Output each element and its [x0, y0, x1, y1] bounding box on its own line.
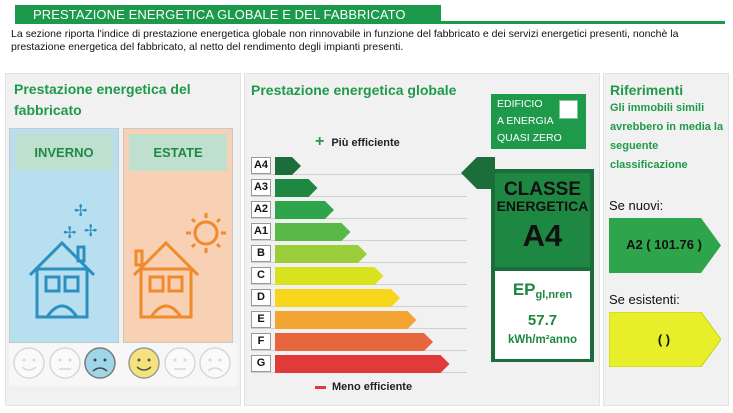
section-header: PRESTAZIONE ENERGETICA GLOBALE E DEL FAB… [15, 5, 441, 24]
nzeb-line3: QUASI ZERO [497, 132, 562, 144]
riferimenti-title: Riferimenti [610, 82, 684, 98]
grade-bar-b [275, 245, 367, 263]
winter-house-icon: ✢ ✢ ✢ [28, 203, 97, 319]
winter-column: INVERNO ✢ ✢ ✢ [9, 128, 119, 343]
summer-happy-face-icon [128, 347, 160, 379]
scale-line [251, 196, 467, 197]
ep-value: 57.7 [527, 312, 558, 329]
grade-label-f: F [251, 333, 271, 350]
ep-unit: kWh/m²anno [508, 334, 577, 346]
grade-label-a3: A3 [251, 179, 271, 196]
summer-neutral-face-icon [164, 347, 196, 379]
grade-bar-e [275, 311, 417, 329]
grade-label-a4: A4 [251, 157, 271, 174]
new-buildings-value: A2 ( 101.76 ) [626, 237, 702, 252]
scale-line [251, 240, 467, 241]
comfort-faces-strip [9, 343, 237, 386]
legend-bottom-label: Meno efficiente [332, 381, 413, 393]
grade-bar-a1 [275, 223, 351, 241]
nzeb-checkbox [559, 100, 578, 119]
winter-happy-face-icon [13, 347, 45, 379]
grade-bar-g [275, 355, 450, 373]
fabbricato-title: Prestazione energetica del fabbricato [14, 81, 191, 118]
svg-text:✢: ✢ [74, 203, 87, 220]
section-intro: La sezione riporta l'indice di prestazio… [11, 28, 679, 53]
grade-label-b: B [251, 245, 271, 262]
grade-label-e: E [251, 311, 271, 328]
grade-label-a2: A2 [251, 201, 271, 218]
riferimenti-panel: Riferimenti Gli immobili simili avrebber… [603, 73, 729, 406]
energy-class-box: CLASSE ENERGETICA A4 EPgl,nren 57.7 kWh/… [491, 169, 594, 362]
section-title: PRESTAZIONE ENERGETICA GLOBALE E DEL FAB… [33, 7, 406, 22]
energy-class-value: A4 [522, 218, 563, 253]
globale-title: Prestazione energetica globale [251, 82, 457, 98]
minus-icon [315, 385, 326, 389]
class-label-line2: ENERGETICA [496, 198, 589, 214]
grade-label-d: D [251, 289, 271, 306]
grade-bar-a4 [275, 157, 301, 175]
legend-most-efficient: + Più efficiente [315, 133, 400, 151]
grade-label-g: G [251, 355, 271, 372]
existing-buildings-arrow [609, 312, 721, 367]
ep-indicator: EPgl,nren 57.7 kWh/m²anno [495, 271, 590, 359]
legend-top-label: Più efficiente [331, 137, 400, 149]
scale-line [251, 262, 467, 263]
grade-bar-c [275, 267, 384, 285]
grade-bar-a3 [275, 179, 318, 197]
winter-neutral-face-icon [49, 347, 81, 379]
grade-label-a1: A1 [251, 223, 271, 240]
grade-bar-f [275, 333, 433, 351]
new-buildings-arrow [609, 218, 721, 273]
class-label-line1: CLASSE [503, 179, 582, 200]
ep-label: EPgl,nren [512, 280, 573, 302]
grade-label-c: C [251, 267, 271, 284]
existing-buildings-value: ( ) [657, 332, 671, 347]
summer-sad-face-icon [199, 347, 231, 379]
summer-column: ESTATE [123, 128, 233, 343]
svg-text:✢: ✢ [63, 223, 76, 242]
nzeb-line2: A ENERGIA [497, 115, 554, 127]
winter-label: INVERNO [15, 134, 113, 171]
riferimenti-text: Gli immobili simili avrebbero in media l… [610, 102, 724, 171]
class-pointer-arrow [461, 157, 495, 189]
grade-bar-a2 [275, 201, 334, 219]
summer-label: ESTATE [129, 134, 227, 171]
existing-buildings-label: Se esistenti: [609, 292, 680, 307]
winter-sad-face-icon [84, 347, 116, 379]
new-buildings-label: Se nuovi: [609, 198, 664, 213]
plus-icon: + [315, 133, 325, 150]
legend-least-efficient: Meno efficiente [315, 381, 412, 393]
nzeb-line1: EDIFICIO [497, 98, 543, 110]
header-underline [15, 21, 725, 24]
scale-line [251, 218, 467, 219]
summer-house-icon [132, 213, 226, 319]
scale-line [251, 174, 467, 175]
grade-bar-d [275, 289, 400, 307]
globale-panel: Prestazione energetica globale EDIFICIO … [244, 73, 600, 406]
ep-subscript: gl,nren [535, 289, 573, 301]
energy-class-header: CLASSE ENERGETICA A4 [495, 173, 590, 267]
svg-text:✢: ✢ [84, 221, 97, 240]
nzeb-box: EDIFICIO A ENERGIA QUASI ZERO [491, 94, 586, 149]
